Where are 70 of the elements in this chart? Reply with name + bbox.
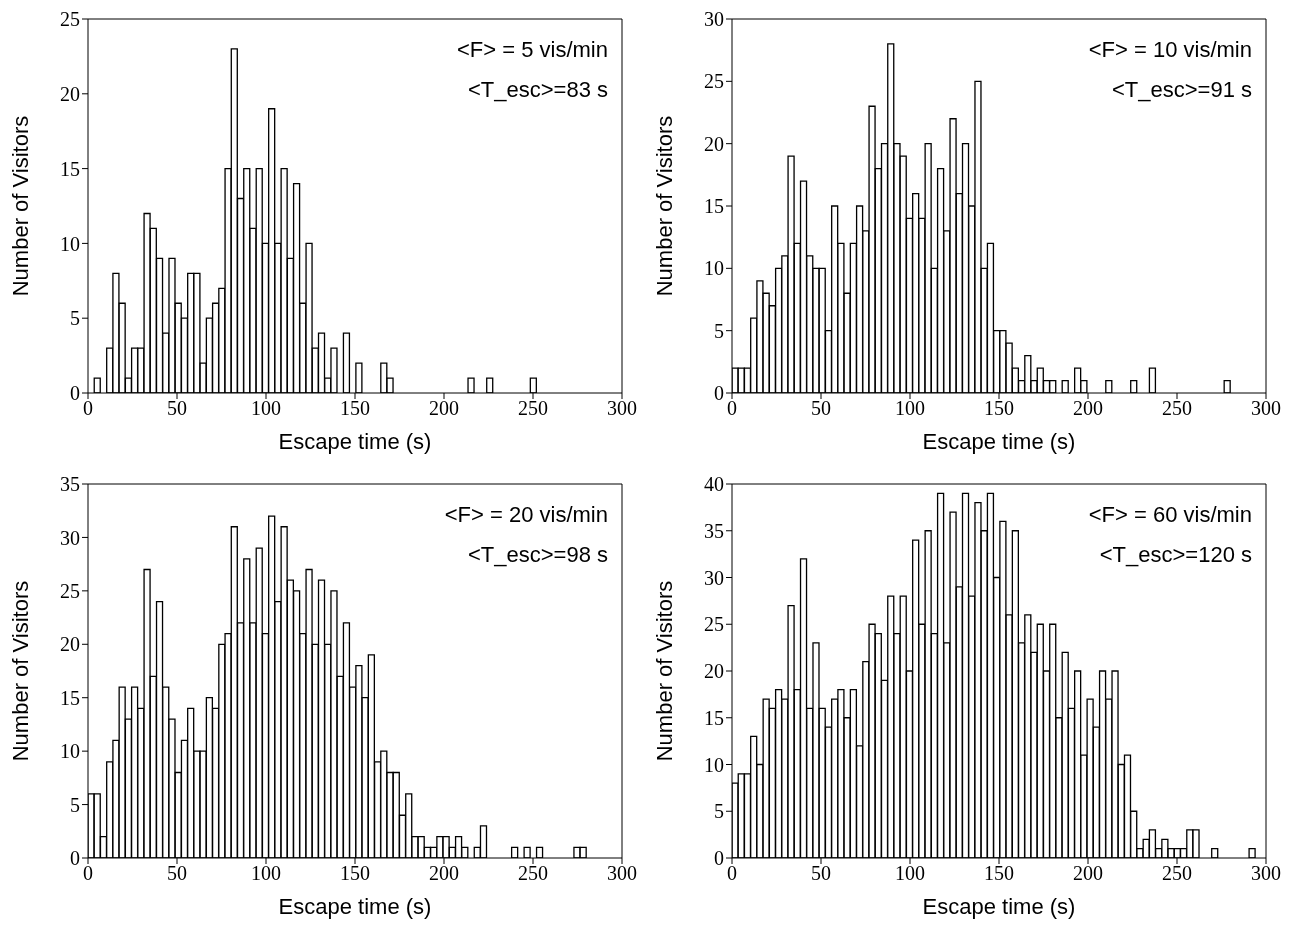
annotation: <F> = 60 vis/min <box>1088 501 1252 529</box>
x-tick-label: 200 <box>1073 397 1103 420</box>
x-tick-label: 100 <box>895 397 925 420</box>
x-tick-label: 100 <box>251 397 281 420</box>
y-tick-label: 20 <box>60 82 80 105</box>
x-tick-label: 250 <box>518 862 548 885</box>
x-tick-label: 250 <box>1162 862 1192 885</box>
x-tick-label: 200 <box>429 397 459 420</box>
y-tick-label: 35 <box>60 473 80 496</box>
x-tick-label: 250 <box>518 397 548 420</box>
y-axis-title: Number of Visitors <box>651 580 677 762</box>
y-tick-label: 0 <box>714 847 724 870</box>
x-axis-title: Escape time (s) <box>922 894 1076 919</box>
x-tick-label: 300 <box>607 397 637 420</box>
y-tick-label: 15 <box>60 686 80 709</box>
y-tick-label: 30 <box>704 8 724 31</box>
y-tick-label: 15 <box>60 157 80 180</box>
x-tick-label: 50 <box>167 862 187 885</box>
y-tick-label: 10 <box>60 740 80 763</box>
x-axis-title: Escape time (s) <box>922 429 1076 454</box>
x-tick-label: 100 <box>251 862 281 885</box>
x-tick-label: 300 <box>1251 862 1281 885</box>
y-tick-label: 5 <box>714 319 724 342</box>
x-tick-label: 250 <box>1162 397 1192 420</box>
y-tick-label: 5 <box>714 800 724 823</box>
x-axis-title: Escape time (s) <box>278 429 432 454</box>
y-tick-label: 20 <box>704 660 724 683</box>
x-tick-label: 50 <box>811 862 831 885</box>
x-tick-label: 300 <box>1251 397 1281 420</box>
x-tick-label: 150 <box>984 862 1014 885</box>
y-tick-label: 25 <box>60 579 80 602</box>
y-tick-label: 10 <box>60 232 80 255</box>
y-axis-title: Number of Visitors <box>7 580 33 762</box>
annotation: <F> = 20 vis/min <box>444 501 608 529</box>
y-axis-title: Number of Visitors <box>651 115 677 297</box>
annotation: <F> = 5 vis/min <box>456 36 608 64</box>
y-tick-label: 0 <box>714 382 724 405</box>
y-tick-label: 40 <box>704 473 724 496</box>
y-tick-label: 5 <box>70 307 80 330</box>
y-tick-label: 25 <box>704 613 724 636</box>
y-tick-label: 10 <box>704 257 724 280</box>
y-tick-label: 5 <box>70 793 80 816</box>
y-axis-title: Number of Visitors <box>7 115 33 297</box>
annotation: <T_esc>=91 s <box>1110 76 1252 104</box>
y-tick-label: 20 <box>60 633 80 656</box>
y-tick-label: 15 <box>704 195 724 218</box>
x-tick-label: 200 <box>429 862 459 885</box>
x-tick-label: 300 <box>607 862 637 885</box>
x-axis-title: Escape time (s) <box>278 894 432 919</box>
x-tick-label: 150 <box>984 397 1014 420</box>
y-tick-label: 25 <box>60 8 80 31</box>
annotation: <F> = 10 vis/min <box>1088 36 1252 64</box>
y-tick-label: 25 <box>704 70 724 93</box>
y-tick-label: 0 <box>70 847 80 870</box>
x-tick-label: 100 <box>895 862 925 885</box>
y-tick-label: 0 <box>70 382 80 405</box>
x-tick-label: 200 <box>1073 862 1103 885</box>
annotation: <T_esc>=98 s <box>466 541 608 569</box>
annotation: <T_esc>=83 s <box>466 76 608 104</box>
x-tick-label: 50 <box>811 397 831 420</box>
y-tick-label: 15 <box>704 706 724 729</box>
annotation: <T_esc>=120 s <box>1098 541 1252 569</box>
y-tick-label: 20 <box>704 132 724 155</box>
y-tick-label: 10 <box>704 753 724 776</box>
y-tick-label: 35 <box>704 519 724 542</box>
x-tick-label: 150 <box>340 397 370 420</box>
y-tick-label: 30 <box>60 526 80 549</box>
x-tick-label: 150 <box>340 862 370 885</box>
y-tick-label: 30 <box>704 566 724 589</box>
x-tick-label: 50 <box>167 397 187 420</box>
